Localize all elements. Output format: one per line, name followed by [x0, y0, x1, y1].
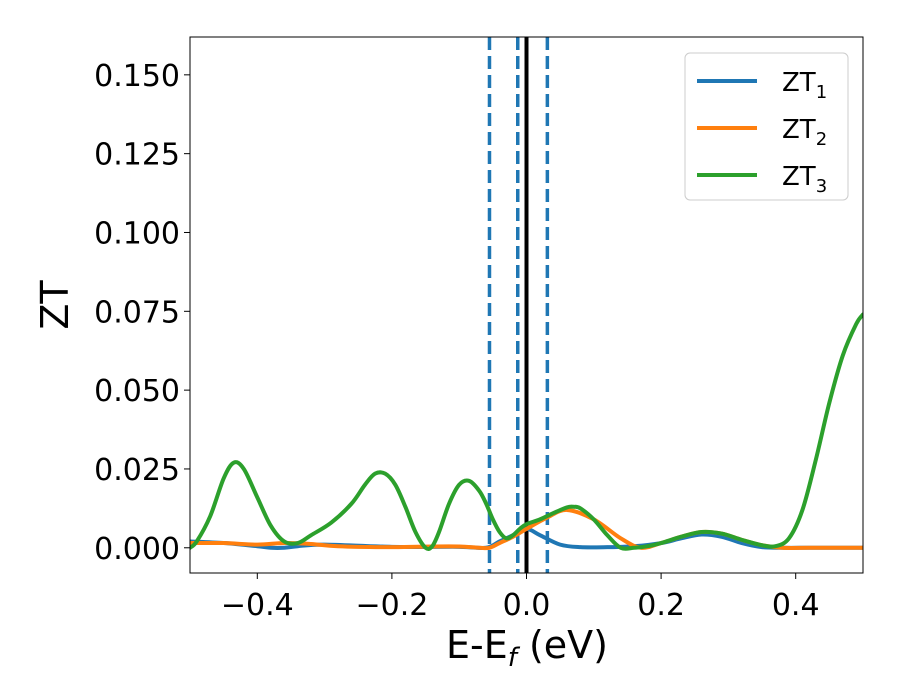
x-axis-label: E-Ef (eV) — [446, 623, 608, 673]
x-tick-label: 0.2 — [637, 588, 685, 623]
legend-label-zt3: ZT3 — [782, 162, 827, 197]
x-tick-label: 0.0 — [503, 588, 551, 623]
series-lines — [190, 312, 863, 551]
y-tick-label: 0.125 — [94, 138, 180, 173]
series-line-zt3 — [190, 312, 863, 551]
y-tick-label: 0.025 — [94, 453, 180, 488]
legend: ZT1 ZT2 ZT3 — [684, 52, 849, 201]
legend-label-zt2: ZT2 — [782, 115, 827, 150]
legend-label-zt1: ZT1 — [782, 68, 827, 103]
legend-box — [684, 52, 849, 201]
y-axis-ticks: 0.000 0.025 0.050 0.075 0.100 0.125 0.150 — [94, 59, 190, 567]
x-axis-label-unit: (eV) — [517, 623, 608, 667]
x-tick-label: 0.4 — [772, 588, 820, 623]
y-tick-label: 0.050 — [94, 374, 180, 409]
x-tick-label: −0.4 — [221, 588, 294, 623]
y-tick-label: 0.075 — [94, 295, 180, 330]
y-tick-label: 0.100 — [94, 216, 180, 251]
x-axis-ticks: −0.4 −0.2 0.0 0.2 0.4 — [221, 573, 820, 623]
y-tick-label: 0.150 — [94, 59, 180, 94]
series-line-zt1 — [190, 526, 863, 551]
reference-lines — [487, 37, 550, 573]
x-tick-label: −0.2 — [355, 588, 428, 623]
y-axis-label: ZT — [33, 280, 77, 330]
y-tick-label: 0.000 — [94, 532, 180, 567]
